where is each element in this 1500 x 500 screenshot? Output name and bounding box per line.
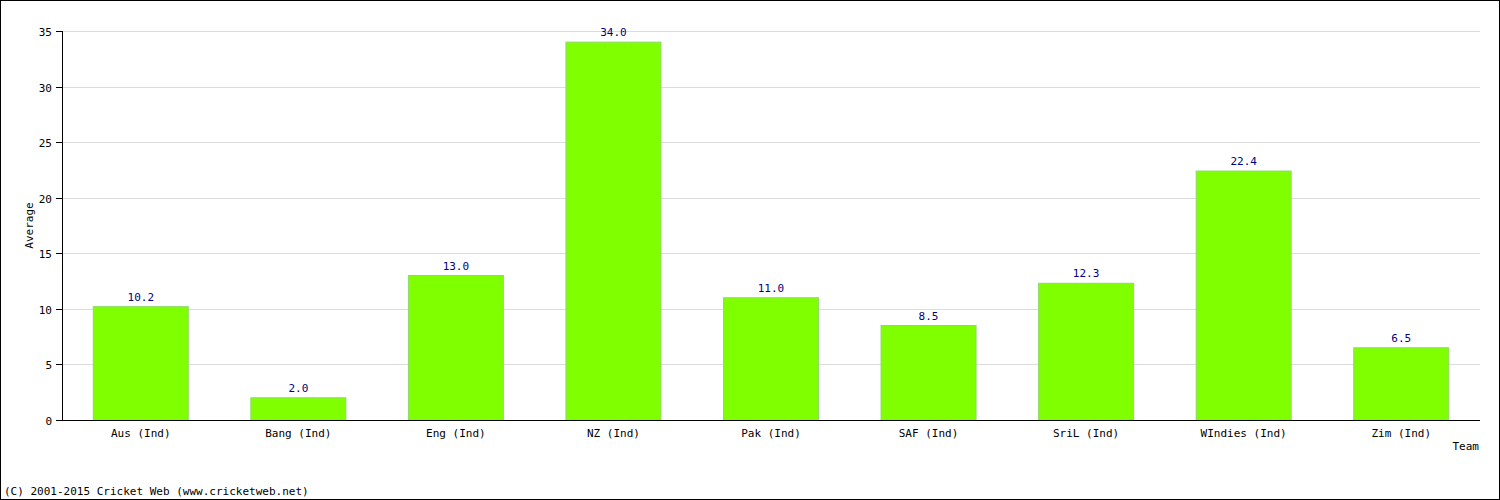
bar bbox=[93, 307, 188, 420]
x-tick-label: SriL (Ind) bbox=[1053, 427, 1119, 440]
bar bbox=[881, 326, 976, 420]
y-axis bbox=[62, 31, 63, 420]
y-tick-label: 0 bbox=[45, 415, 52, 428]
bar bbox=[566, 42, 661, 420]
data-label: 10.2 bbox=[128, 291, 155, 304]
bar bbox=[1196, 171, 1291, 420]
bar bbox=[408, 276, 503, 420]
x-tick-label: SAF (Ind) bbox=[899, 427, 959, 440]
credit-annotation: (C) 2001-2015 Cricket Web (www.cricketwe… bbox=[4, 485, 309, 498]
x-axis bbox=[62, 420, 1480, 421]
data-label: 22.4 bbox=[1230, 155, 1257, 168]
y-tick bbox=[56, 142, 62, 143]
x-tick-label: Pak (Ind) bbox=[741, 427, 801, 440]
x-tick-label: Aus (Ind) bbox=[111, 427, 171, 440]
y-tick bbox=[56, 364, 62, 365]
y-tick bbox=[56, 31, 62, 32]
x-tick-label: WIndies (Ind) bbox=[1201, 427, 1287, 440]
x-tick-label: Eng (Ind) bbox=[426, 427, 486, 440]
chart-container: 0 5 10 15 20 25 30 35 10.2 Aus (Ind) 2.0 Bang (Ind)… bbox=[0, 0, 1500, 500]
grid-line bbox=[62, 31, 1480, 32]
data-label: 6.5 bbox=[1391, 332, 1411, 345]
data-label: 34.0 bbox=[600, 26, 627, 39]
chart-svg: 0 5 10 15 20 25 30 35 10.2 Aus (Ind) 2.0 Bang (Ind)… bbox=[0, 0, 1500, 500]
x-tick-label: Zim (Ind) bbox=[1371, 427, 1431, 440]
data-label: 12.3 bbox=[1073, 267, 1100, 280]
data-label: 11.0 bbox=[758, 282, 785, 295]
y-tick bbox=[56, 87, 62, 88]
y-tick-label: 25 bbox=[39, 137, 52, 150]
bars bbox=[93, 42, 1448, 420]
data-label: 2.0 bbox=[288, 382, 308, 395]
x-axis-label: Team bbox=[1453, 440, 1480, 453]
y-tick-label: 35 bbox=[39, 26, 52, 39]
y-tick bbox=[56, 309, 62, 310]
y-tick-label: 5 bbox=[45, 359, 52, 372]
bar bbox=[1354, 348, 1449, 420]
bar bbox=[251, 398, 346, 420]
y-tick bbox=[56, 420, 62, 421]
y-tick-label: 30 bbox=[39, 82, 52, 95]
y-tick-label: 10 bbox=[39, 304, 52, 317]
grid-line bbox=[62, 142, 1480, 143]
y-tick bbox=[56, 198, 62, 199]
y-axis-label: Average bbox=[23, 202, 36, 248]
bar bbox=[724, 298, 819, 420]
x-tick-label: NZ (Ind) bbox=[587, 427, 640, 440]
y-tick-label: 15 bbox=[39, 248, 52, 261]
y-tick bbox=[56, 253, 62, 254]
grid-line bbox=[62, 87, 1480, 88]
data-label: 8.5 bbox=[919, 310, 939, 323]
y-tick-label: 20 bbox=[39, 193, 52, 206]
grid-line bbox=[62, 420, 1480, 421]
data-label: 13.0 bbox=[443, 260, 470, 273]
x-tick-label: Bang (Ind) bbox=[265, 427, 331, 440]
frame bbox=[1, 1, 1500, 500]
bar bbox=[1039, 283, 1134, 420]
